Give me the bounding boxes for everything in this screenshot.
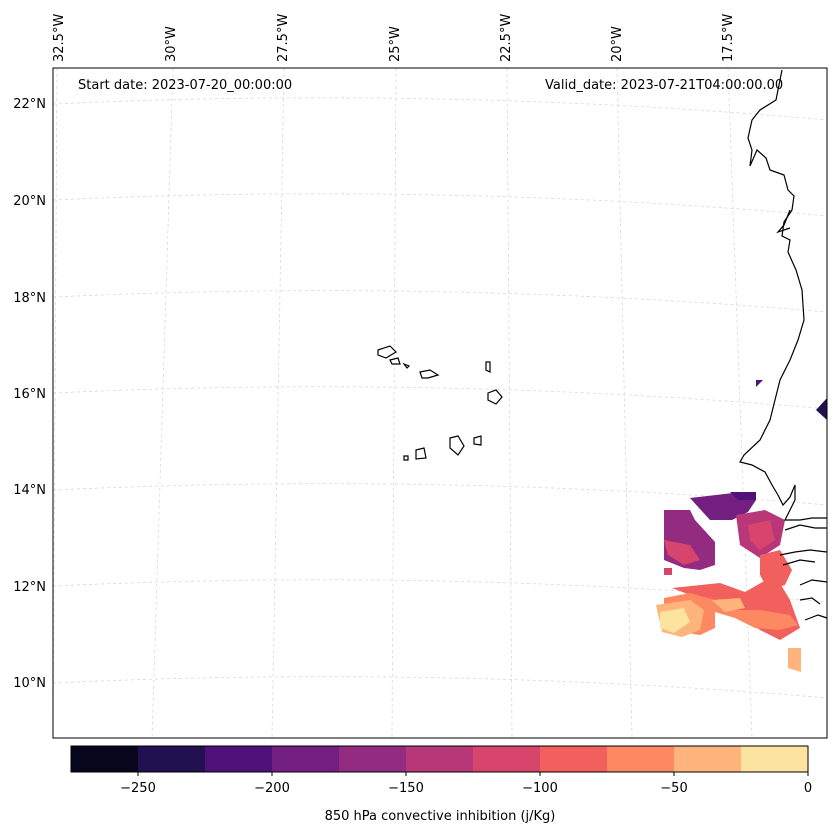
colorbar — [70, 745, 809, 776]
lat-label-18n: 18°N — [13, 291, 46, 306]
lat-label-22n: 22°N — [13, 97, 46, 112]
colorbar-segment — [138, 746, 206, 772]
lon-label-22-5w: 22.5°W — [499, 13, 514, 62]
colorbar-tick-label: −50 — [660, 781, 688, 796]
lon-label-25w: 25°W — [388, 26, 403, 62]
colorbar-segment — [272, 746, 340, 772]
colorbar-segment — [473, 746, 541, 772]
colorbar-tick-label: −150 — [388, 781, 424, 796]
valid-date-label: Valid_date: 2023-07-21T04:00:00.00 — [545, 78, 784, 93]
colorbar-tick-label: −250 — [120, 781, 156, 796]
lon-label-27-5w: 27.5°W — [276, 13, 291, 62]
colorbar-segment — [205, 746, 273, 772]
colorbar-tick-label: 0 — [803, 781, 813, 796]
cin-contours — [656, 380, 827, 672]
colorbar-tick-label: −200 — [254, 781, 290, 796]
coastline — [739, 69, 828, 621]
start-date-label: Start date: 2023-07-20_00:00:00 — [78, 78, 293, 93]
colorbar-segment — [741, 746, 809, 772]
colorbar-segment — [339, 746, 407, 772]
lat-label-16n: 16°N — [13, 387, 46, 402]
colorbar-segment — [406, 746, 474, 772]
lat-label-10n: 10°N — [13, 676, 46, 691]
colorbar-frame — [70, 745, 809, 773]
colorbar-segment — [607, 746, 675, 772]
colorbar-title: 850 hPa convective inhibition (j/Kg) — [324, 809, 556, 824]
lat-label-12n: 12°N — [13, 580, 46, 595]
colorbar-segment — [540, 746, 608, 772]
colorbar-segment — [674, 746, 742, 772]
colorbar-tick-label: −100 — [522, 781, 558, 796]
cape-verde-islands — [377, 345, 503, 461]
lon-label-30w: 30°W — [164, 26, 179, 62]
lat-label-14n: 14°N — [13, 483, 46, 498]
lat-label-20n: 20°N — [13, 194, 46, 209]
lon-label-20w: 20°W — [610, 26, 625, 62]
graticule — [52, 67, 828, 739]
colorbar-segment — [71, 746, 139, 772]
lon-label-17-5w: 17.5°W — [721, 13, 736, 62]
map-frame — [52, 67, 828, 739]
lon-label-32-5w: 32.5°W — [52, 13, 67, 62]
